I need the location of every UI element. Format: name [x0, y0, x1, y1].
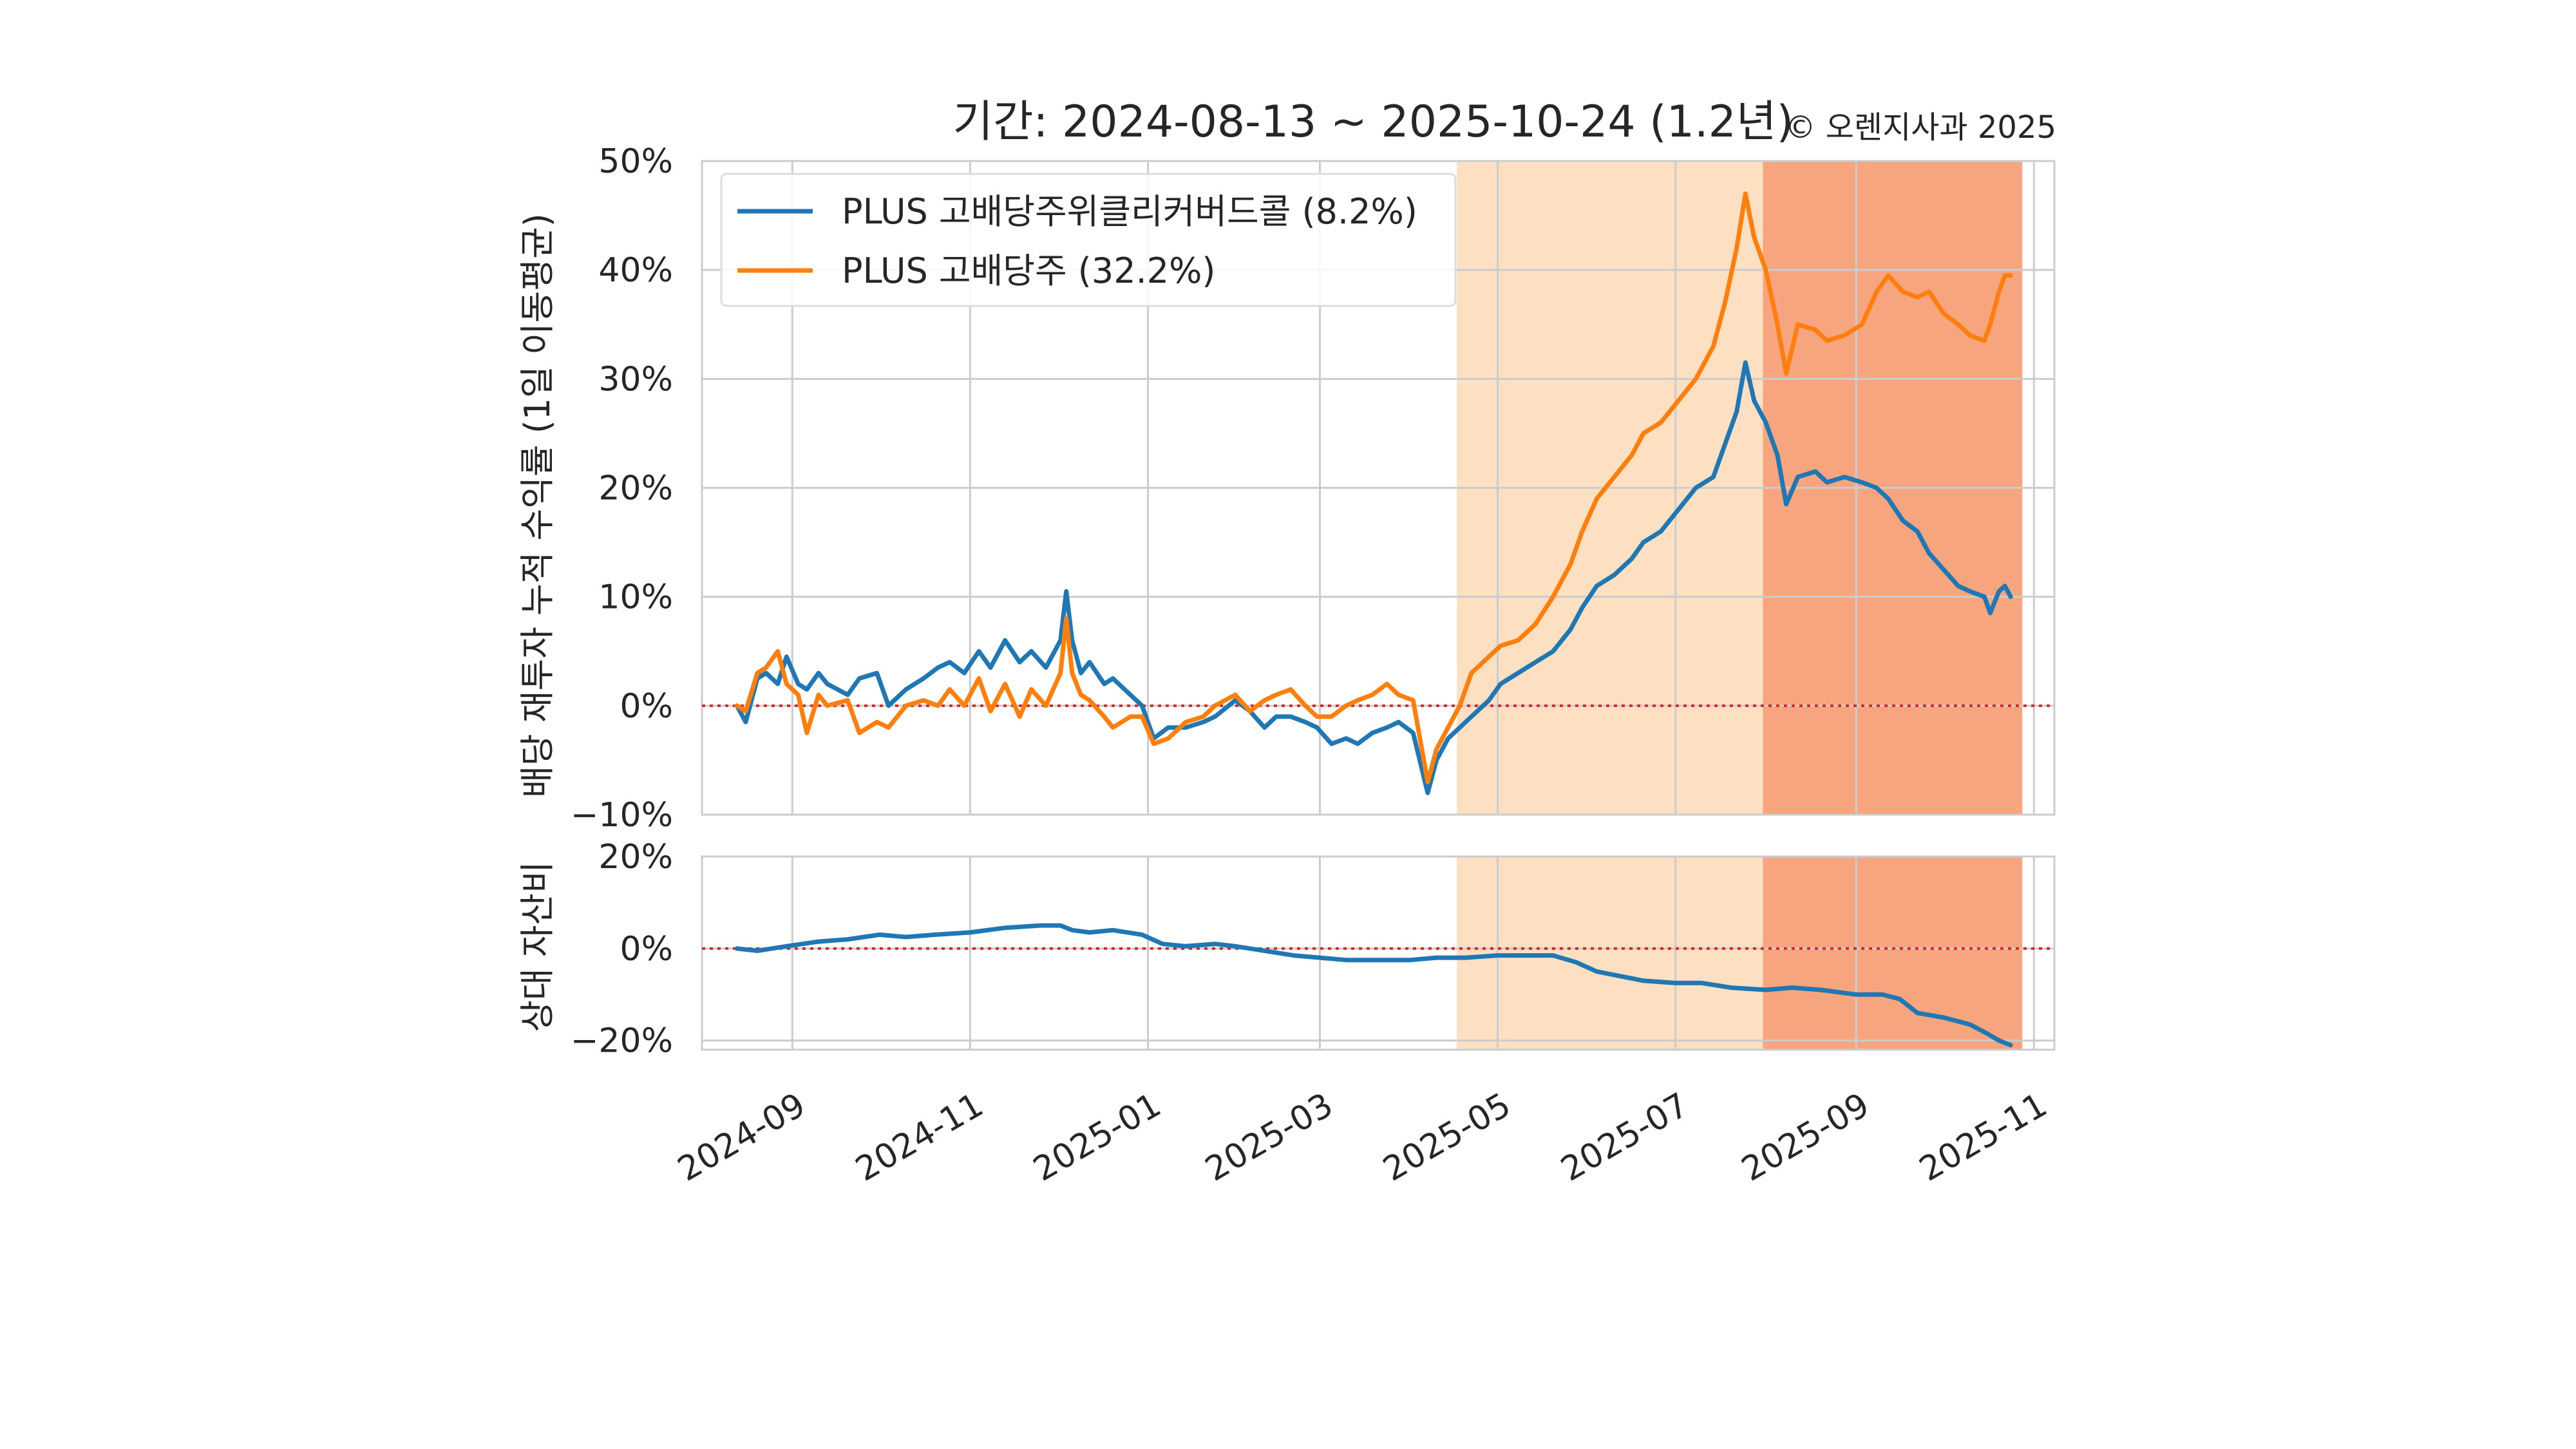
- top-series-layer: [702, 191, 2054, 795]
- top-y-axis-label: 배당 재투자 누적 수익률 (1일 이동평균): [517, 213, 558, 798]
- legend-label-cc: PLUS 고배당주위클리커버드콜 (8.2%): [842, 191, 1417, 232]
- y-tick-label: 20%: [598, 838, 673, 876]
- chart-credit: © 오렌지사과 2025: [1785, 109, 2056, 146]
- x-tick-label: 2025-11: [1913, 1086, 2054, 1189]
- y-tick-label: 0%: [620, 930, 674, 969]
- x-tick-labels: 2024-09 2024-11 2025-01 2025-03 2025-05 2025-…: [672, 1086, 2054, 1189]
- series-line-top-1: [734, 191, 2013, 784]
- shaded-region-2-bottom: [1763, 857, 2023, 1050]
- bottom-grid: [701, 855, 2056, 1051]
- plot-frame: [701, 855, 2056, 1051]
- plot-frame: [701, 160, 2056, 816]
- x-tick-label: 2025-03: [1199, 1086, 1340, 1189]
- x-tick-label: 2024-09: [672, 1086, 812, 1189]
- x-tick-label: 2025-07: [1555, 1086, 1695, 1189]
- chart-title: 기간: 2024-08-13 ~ 2025-10-24 (1.2년): [952, 97, 1794, 147]
- legend-label-base: PLUS 고배당주 (32.2%): [842, 251, 1216, 291]
- top-y-tick-labels: −10% 0% 10% 20% 30% 40% 50%: [571, 142, 673, 835]
- x-tick-label: 2025-09: [1736, 1086, 1876, 1189]
- y-tick-label: 10%: [598, 578, 673, 617]
- bottom-y-tick-labels: −20% 0% 20%: [571, 838, 673, 1061]
- x-tick-label: 2024-11: [849, 1086, 990, 1189]
- y-tick-label: 30%: [598, 360, 673, 399]
- shaded-region-1-bottom: [1457, 857, 1763, 1050]
- x-tick-label: 2025-05: [1377, 1086, 1517, 1189]
- shaded-regions: [1457, 161, 2023, 1050]
- y-tick-label: 40%: [598, 251, 673, 290]
- x-tick-label: 2025-01: [1027, 1086, 1168, 1189]
- y-tick-label: −20%: [571, 1022, 673, 1061]
- legend: PLUS 고배당주위클리커버드콜 (8.2%) PLUS 고배당주 (32.2%…: [720, 173, 1457, 307]
- y-tick-label: 20%: [598, 469, 673, 508]
- bottom-y-axis-label: 상대 자산비: [517, 861, 558, 1032]
- bottom-panel: −20% 0% 20% 상대 자산비: [517, 838, 2056, 1061]
- y-tick-label: 0%: [620, 687, 674, 726]
- bottom-series-layer: [702, 923, 2054, 1048]
- series-line-top-0: [734, 360, 2013, 795]
- y-tick-label: −10%: [571, 796, 673, 835]
- legend-box: [720, 173, 1457, 307]
- y-tick-label: 50%: [598, 142, 673, 181]
- series-line-bottom-0: [734, 923, 2013, 1048]
